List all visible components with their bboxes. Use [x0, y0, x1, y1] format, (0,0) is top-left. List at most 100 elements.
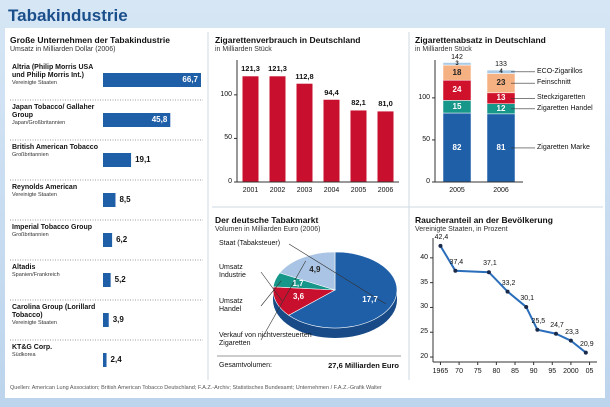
value-label: 30,1 [520, 294, 534, 302]
value-label: 66,7 [182, 75, 198, 84]
bar [296, 83, 313, 182]
data-point [554, 331, 558, 336]
data-point [453, 268, 458, 273]
leader-line [260, 260, 307, 341]
row-label: Carolina Group (Lorillard Tobacco) Verein… [12, 304, 99, 327]
value-label: 24,7 [550, 321, 564, 329]
row-label: Altadis Spanien/Frankreich [12, 264, 99, 279]
chart-title: Zigarettenverbrauch in Deutschland [215, 35, 361, 45]
legend-label: Feinschnitt [537, 79, 571, 87]
total-label: 133 [495, 61, 507, 69]
x-tick-label: 2002 [269, 187, 286, 194]
data-point [568, 338, 573, 343]
bar [103, 73, 201, 87]
bar [323, 99, 340, 182]
bar-segment [442, 112, 472, 183]
slice-label: Umsatz Industrie [219, 264, 246, 279]
y-tick-label: 25 [420, 328, 428, 336]
bar [103, 273, 111, 287]
bar [103, 153, 132, 167]
bar [269, 76, 286, 182]
segment-label: 18 [452, 67, 462, 77]
value-label: 19,1 [135, 155, 151, 164]
country: Südkorea [12, 352, 36, 358]
chart-subtitle: Volumen in Milliarden Euro (2006) [215, 226, 321, 233]
value-label: 112,8 [295, 71, 314, 81]
source: Quellen: American Lung Association; Brit… [10, 385, 382, 391]
country: Großbritannien [12, 232, 49, 238]
y-tick-label: 50 [422, 135, 430, 143]
x-tick-label: 95 [548, 368, 557, 375]
y-tick-label: 0 [228, 178, 232, 185]
value-label: 8,5 [119, 195, 131, 204]
chart-title: Große Unternehmen der Tabakindustrie [10, 35, 170, 45]
chart-subtitle: Umsatz in Milliarden Dollar (2006) [10, 46, 116, 53]
country: Großbritannien [12, 152, 49, 158]
data-point [583, 350, 588, 355]
page-title: Tabakindustrie [8, 6, 128, 25]
row-label: KT&G Corp. Südkorea [12, 344, 99, 359]
data-point [486, 270, 491, 275]
value-label: 37,4 [449, 258, 464, 266]
row-label: Altria (Philip Morris USA und Philip Mor… [12, 64, 99, 87]
slice-label: Umsatz Handel [219, 298, 243, 313]
company-name: Japan Tobacco/ Gallaher Group [12, 104, 95, 119]
leader-line [260, 280, 282, 307]
value-label: 42,4 [434, 233, 449, 241]
value-label: 23,3 [565, 328, 579, 336]
value-label: 37,1 [483, 260, 497, 268]
total-caption: Gesamtvolumen: [219, 362, 272, 369]
data-point [438, 243, 443, 248]
value-label: 121,3 [241, 64, 260, 74]
value-label: 3,9 [112, 315, 124, 324]
segment-label: 3 [455, 60, 459, 67]
data-point [535, 327, 540, 332]
y-tick-label: 40 [420, 253, 428, 261]
bar [103, 313, 109, 327]
bar [350, 110, 367, 182]
x-tick-label: 2006 [377, 187, 394, 194]
value-label: 2,4 [110, 355, 122, 364]
value-label: 5,2 [114, 275, 126, 284]
row-label: Reynolds American Vereinigte Staaten [12, 184, 99, 199]
pie-slice [279, 251, 336, 291]
x-tick-label: 70 [455, 368, 463, 375]
x-tick-label: 2000 [563, 368, 579, 375]
leader-line [288, 243, 387, 305]
pie-slice [288, 251, 398, 329]
x-tick-label: 2005 [350, 187, 367, 194]
value-label: 4,9 [309, 264, 321, 274]
x-tick-label: 1965 [432, 368, 449, 375]
bar [103, 353, 107, 367]
chart-subtitle: in Milliarden Stück [415, 46, 472, 53]
chart-subtitle: in Milliarden Stück [215, 46, 272, 53]
country: Vereinigte Staaten [12, 192, 57, 198]
company-name: Carolina Group (Lorillard Tobacco) [12, 304, 96, 319]
data-point [505, 289, 510, 294]
value-label: 81,0 [378, 99, 393, 109]
x-tick-label: 90 [529, 368, 538, 375]
x-tick-label: 80 [492, 368, 501, 375]
y-tick-label: 20 [420, 353, 428, 361]
y-tick-label: 0 [426, 178, 430, 185]
segment-label: 81 [496, 142, 506, 152]
value-label: 20,9 [580, 340, 594, 348]
chart-title: Der deutsche Tabakmarkt [215, 215, 319, 225]
company-name: Altadis [12, 264, 36, 271]
value-label: 25,5 [531, 317, 546, 325]
x-tick-label: 85 [511, 368, 519, 375]
country: Vereinigte Staaten [12, 80, 57, 86]
value-label: 1,7 [292, 278, 304, 288]
chart-title: Raucheranteil an der Bevölkerung [415, 215, 553, 225]
y-tick-label: 30 [420, 303, 428, 311]
value-label: 82,1 [351, 98, 366, 108]
row-label: Japan Tobacco/ Gallaher Group Japan/Großb… [12, 104, 99, 127]
slice-label: Staat (Tabaksteuer) [219, 240, 281, 247]
slice-label: Verkauf von nichtversteuerten Zigaretten [219, 332, 312, 347]
x-tick-label: 2004 [323, 187, 340, 194]
leader-line [260, 271, 283, 301]
x-tick-label: 05 [585, 368, 594, 375]
country: Spanien/Frankreich [12, 272, 60, 278]
